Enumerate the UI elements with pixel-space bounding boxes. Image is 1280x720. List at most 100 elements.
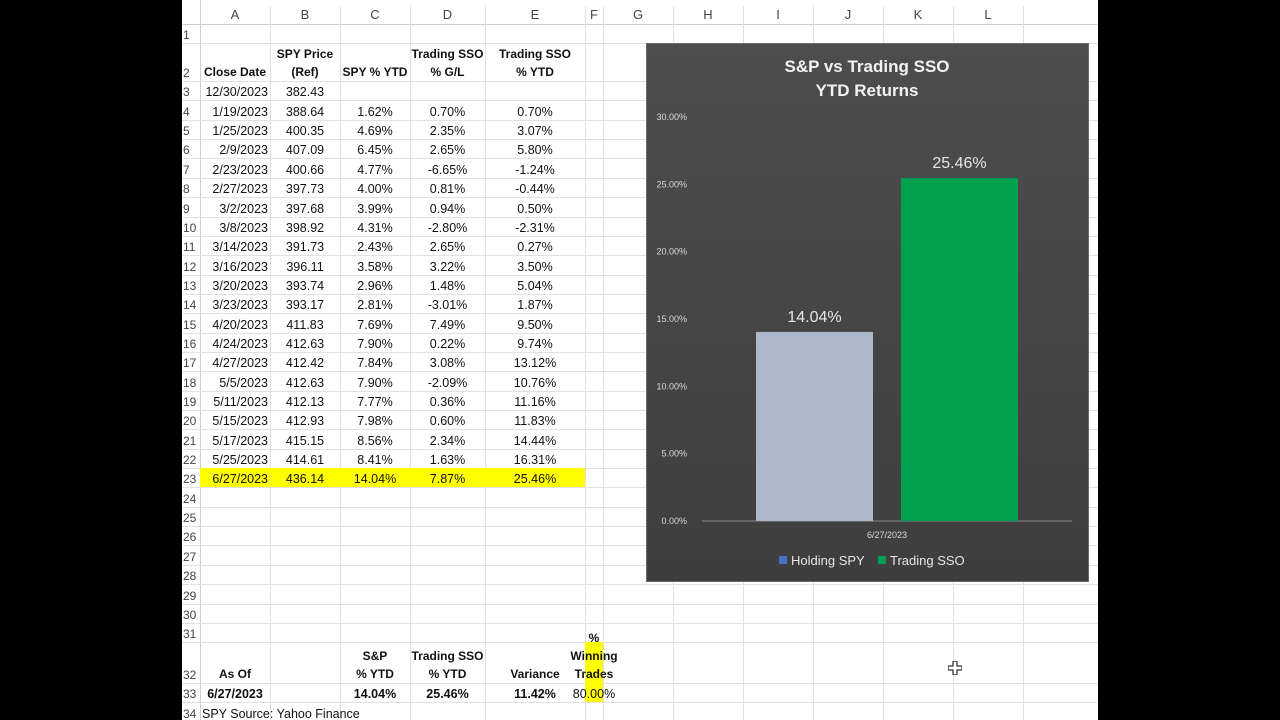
column-header-i[interactable]: I [776, 7, 780, 22]
cell-trading-gl[interactable]: 1.48% [429, 278, 466, 293]
cell-close-date[interactable]: 3/23/2023 [212, 298, 268, 313]
cell-spy-price[interactable]: 414.61 [285, 453, 325, 468]
summary-tsso-header[interactable]: Trading SSO % YTD [410, 642, 485, 683]
cell-spy-price[interactable]: 400.66 [285, 162, 325, 177]
cell-close-date[interactable]: 4/27/2023 [212, 356, 268, 371]
cell-spy-ytd[interactable]: 2.43% [357, 240, 393, 255]
row-header-14[interactable]: 14 [183, 298, 197, 313]
cell-trading-ytd[interactable]: 5.80% [517, 143, 553, 158]
cell-spy-price[interactable]: 412.93 [285, 414, 325, 429]
cell-spy-ytd[interactable]: 1.62% [357, 104, 393, 119]
cell-spy-price[interactable]: 412.13 [285, 395, 325, 410]
cell-trading-ytd[interactable]: 0.70% [517, 104, 553, 119]
cell-trading-ytd[interactable]: 0.50% [517, 201, 553, 216]
cell-spy-price[interactable]: 393.74 [285, 278, 325, 293]
cell-close-date[interactable]: 3/14/2023 [212, 240, 268, 255]
cell-spy-ytd[interactable]: 4.00% [357, 182, 393, 197]
cell-spy-price[interactable]: 391.73 [285, 240, 325, 255]
column-header-b[interactable]: B [300, 7, 310, 22]
row-header-10[interactable]: 10 [183, 220, 197, 235]
column-header-l[interactable]: L [984, 7, 992, 22]
cell-close-date[interactable]: 3/20/2023 [212, 278, 268, 293]
cell-spy-ytd[interactable]: 4.69% [357, 124, 393, 139]
cell-spy-price[interactable]: 411.83 [286, 317, 324, 332]
summary-variance-value[interactable]: 11.42% [514, 687, 556, 702]
row-header-21[interactable]: 21 [183, 433, 197, 448]
row-header-13[interactable]: 13 [183, 278, 197, 293]
cell-spy-price[interactable]: 397.73 [285, 182, 325, 197]
row-header-24[interactable]: 24 [183, 491, 197, 506]
summary-as-of[interactable]: As Of [200, 642, 270, 683]
cell-trading-gl[interactable]: 0.36% [429, 395, 466, 410]
cell-trading-ytd[interactable]: 11.83% [514, 414, 556, 429]
row-header-12[interactable]: 12 [183, 259, 197, 274]
row-header-18[interactable]: 18 [183, 375, 197, 390]
row-header-6[interactable]: 6 [183, 143, 190, 158]
summary-variance-header[interactable]: Variance [485, 642, 585, 683]
column-header-h[interactable]: H [703, 7, 713, 22]
cell-close-date[interactable]: 5/5/2023 [219, 375, 268, 390]
cell-close-date[interactable]: 4/20/2023 [212, 317, 268, 332]
cell-trading-ytd[interactable]: -2.31% [515, 220, 555, 235]
row-header-3[interactable]: 3 [183, 85, 190, 100]
cell-trading-ytd[interactable]: 9.74% [517, 336, 553, 351]
row-header-16[interactable]: 16 [183, 336, 197, 351]
cell-trading-ytd[interactable]: 5.04% [517, 278, 553, 293]
row-header-30[interactable]: 30 [183, 607, 197, 622]
row-header-9[interactable]: 9 [183, 201, 190, 216]
cell-close-date[interactable]: 5/25/2023 [212, 453, 268, 468]
cell-close-date[interactable]: 1/25/2023 [212, 124, 268, 139]
cell-trading-ytd[interactable]: 25.46% [513, 472, 557, 487]
cell-spy-ytd[interactable]: 2.96% [357, 278, 393, 293]
row-header-27[interactable]: 27 [183, 549, 197, 564]
column-header-j[interactable]: J [844, 7, 852, 22]
cell-spy-price[interactable]: 398.92 [285, 220, 325, 235]
row-header-28[interactable]: 28 [183, 569, 197, 584]
cell-spy-price[interactable]: 412.63 [285, 336, 325, 351]
cell-close-date[interactable]: 1/19/2023 [212, 104, 268, 119]
cell-close-date[interactable]: 4/24/2023 [212, 336, 268, 351]
cell-trading-gl[interactable]: 2.35% [429, 124, 466, 139]
row-header-5[interactable]: 5 [183, 124, 190, 139]
cell-close-date[interactable]: 5/15/2023 [212, 414, 268, 429]
cell-spy-ytd[interactable]: 8.41% [357, 453, 393, 468]
cell-close-date[interactable]: 12/30/2023 [205, 85, 268, 100]
cell-close-date[interactable]: 5/11/2023 [213, 395, 268, 410]
cell-trading-ytd[interactable]: 11.16% [514, 395, 556, 410]
cell-trading-gl[interactable]: -2.80% [427, 220, 468, 235]
cell-trading-gl[interactable]: 0.94% [429, 201, 466, 216]
cell-spy-price[interactable]: 393.17 [285, 298, 325, 313]
cell-trading-ytd[interactable]: 0.27% [517, 240, 553, 255]
cell-spy-ytd[interactable]: 4.77% [357, 162, 393, 177]
cell-spy-price[interactable]: 412.42 [285, 356, 325, 371]
cell-trading-ytd[interactable]: 10.76% [513, 375, 557, 390]
summary-tsso-value[interactable]: 25.46% [426, 687, 469, 702]
row-header-25[interactable]: 25 [183, 511, 197, 526]
cell-spy-ytd[interactable]: 7.90% [357, 375, 393, 390]
cell-spy-ytd[interactable]: 7.77% [357, 395, 393, 410]
row-header-15[interactable]: 15 [183, 317, 197, 332]
cell-trading-gl[interactable]: -6.65% [427, 162, 468, 177]
cell-spy-ytd[interactable]: 14.04% [353, 472, 397, 487]
cell-close-date[interactable]: 3/2/2023 [219, 201, 268, 216]
cell-spy-ytd[interactable]: 7.98% [357, 414, 393, 429]
summary-sp-header[interactable]: S&P % YTD [340, 642, 410, 683]
cell-trading-ytd[interactable]: 14.44% [513, 433, 557, 448]
cell-close-date[interactable]: 5/17/2023 [212, 433, 268, 448]
cell-trading-ytd[interactable]: -1.24% [515, 162, 555, 177]
row-header-11[interactable]: 11 [183, 240, 196, 255]
cell-trading-gl[interactable]: 1.63% [429, 453, 466, 468]
cell-spy-ytd[interactable]: 2.81% [357, 298, 393, 313]
cell-spy-price[interactable]: 412.63 [285, 375, 325, 390]
column-header-a[interactable]: A [230, 7, 240, 22]
column-header-e[interactable]: E [530, 7, 540, 22]
cell-close-date[interactable]: 2/27/2023 [212, 182, 268, 197]
cell-spy-price[interactable]: 388.64 [285, 104, 325, 119]
cell-trading-gl[interactable]: 0.60% [429, 414, 466, 429]
cell-spy-ytd[interactable]: 3.58% [357, 259, 393, 274]
cell-trading-ytd[interactable]: 13.12% [513, 356, 557, 371]
cell-trading-gl[interactable]: 7.87% [429, 472, 466, 487]
cell-trading-ytd[interactable]: 9.50% [517, 317, 553, 332]
column-header-d[interactable]: D [442, 7, 453, 22]
cell-spy-ytd[interactable]: 6.45% [357, 143, 393, 158]
